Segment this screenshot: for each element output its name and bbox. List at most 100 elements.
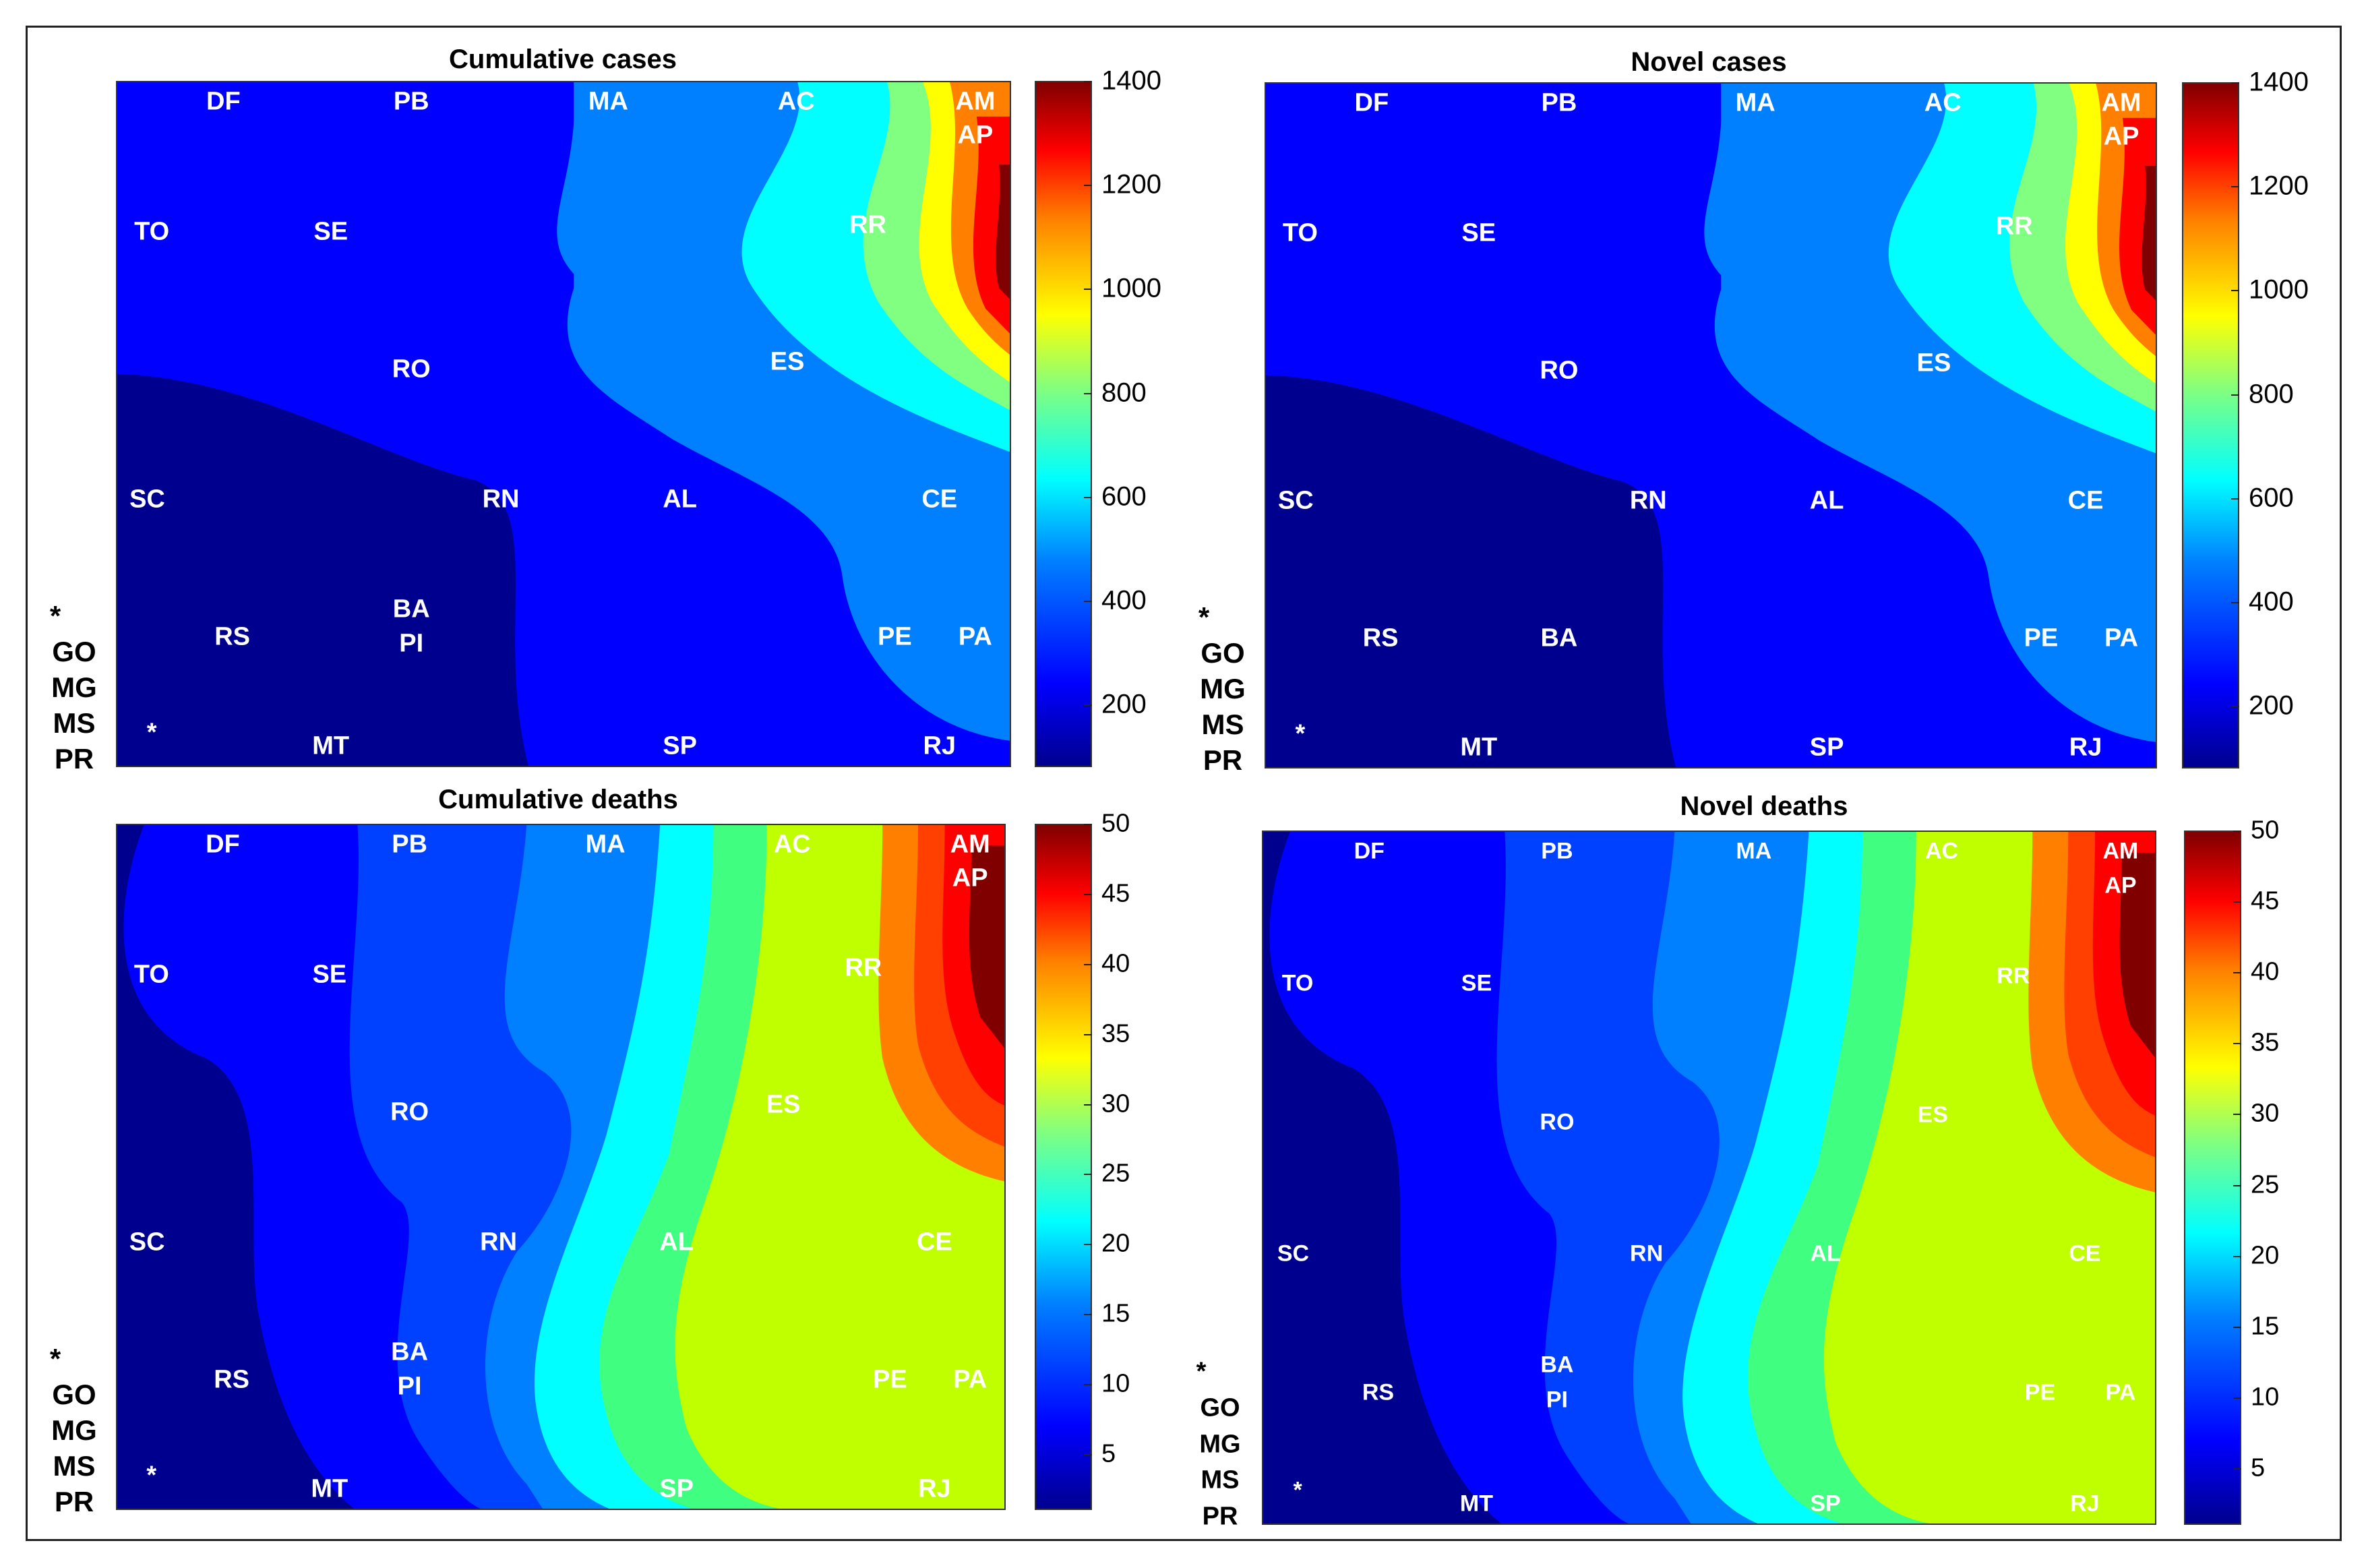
state-label: PA	[2105, 1379, 2136, 1406]
colorbar-tickmark	[2231, 602, 2239, 604]
colorbar-tickmark	[2233, 831, 2241, 832]
state-label: AL	[1809, 486, 1844, 515]
state-label: AL	[659, 1228, 694, 1257]
state-label: RR	[849, 210, 886, 239]
state-label: DF	[1354, 838, 1385, 864]
state-label: PB	[1541, 838, 1573, 864]
colorbar-tickmark	[1084, 1033, 1092, 1035]
colorbar-tick-label: 1200	[2249, 171, 2309, 201]
state-label: TO	[134, 217, 170, 246]
colorbar-tickmark	[2233, 1043, 2241, 1045]
colorbar-tick-label: 50	[1101, 809, 1130, 838]
side-label: GO	[1200, 1393, 1240, 1422]
contour-band-1	[117, 825, 357, 1509]
colorbar-tick-label: 20	[1101, 1229, 1130, 1258]
colorbar-tickmark	[1084, 1104, 1092, 1106]
state-label: BA	[1540, 624, 1578, 653]
colorbar-tickmark	[1084, 392, 1092, 394]
state-label: SC	[1277, 486, 1314, 515]
state-label: RS	[214, 1365, 249, 1394]
colorbar	[2182, 82, 2239, 768]
colorbar-tickmark	[2231, 186, 2239, 188]
state-label: RN	[1629, 486, 1667, 515]
panel-title: Novel cases	[1631, 47, 1787, 77]
colorbar-tickmark	[2233, 1397, 2241, 1399]
state-label: SE	[313, 217, 348, 246]
colorbar-tick-label: 600	[2249, 483, 2294, 513]
colorbar-tickmark	[2233, 1255, 2241, 1257]
colorbar-tick-label: 50	[2251, 816, 2280, 845]
colorbar-tick-label: 45	[2251, 886, 2280, 915]
contour-svg	[117, 82, 1010, 766]
state-label: PA	[958, 622, 992, 651]
state-label: BA	[391, 1337, 429, 1366]
state-label: ES	[1917, 1102, 1948, 1128]
side-label: MG	[51, 1414, 97, 1446]
side-label: PR	[54, 742, 94, 775]
contour-band-9	[2142, 166, 2156, 303]
contour-band-1	[1266, 375, 1676, 767]
side-label: GO	[52, 1378, 96, 1410]
colorbar-tickmark	[2233, 1468, 2241, 1470]
state-label: AC	[1924, 88, 1962, 117]
colorbar-tick-label: 400	[2249, 586, 2294, 617]
colorbar-tickmark	[1084, 601, 1092, 603]
colorbar-tickmark	[1084, 893, 1092, 895]
state-label: RO	[1540, 356, 1579, 385]
colorbar-tick-label: 600	[1101, 481, 1147, 512]
colorbar-tickmark	[2233, 972, 2241, 974]
state-label: SE	[1461, 970, 1492, 996]
contour-band-1	[1263, 832, 1505, 1524]
state-label: SP	[1809, 733, 1844, 762]
state-label: SC	[129, 1228, 165, 1257]
contour-band-9	[996, 164, 1010, 302]
side-label: PR	[54, 1485, 94, 1517]
panel-title: Novel deaths	[1680, 791, 1848, 821]
state-label: ES	[766, 1090, 801, 1119]
state-label: PB	[392, 830, 427, 859]
side-label: MS	[1201, 708, 1244, 740]
state-label: *	[146, 1461, 157, 1490]
side-label: MG	[1199, 1430, 1241, 1459]
state-label: PE	[2024, 1379, 2056, 1406]
state-label: MT	[311, 1474, 348, 1503]
state-label: DF	[206, 87, 241, 116]
figure-frame	[26, 26, 2342, 1541]
colorbar-tick-label: 15	[2251, 1312, 2280, 1341]
contour-plot	[116, 824, 1006, 1510]
side-label: GO	[1201, 636, 1245, 669]
colorbar-tickmark	[2233, 1114, 2241, 1116]
state-label: MT	[1460, 733, 1498, 762]
state-label: DF	[1354, 88, 1389, 117]
side-label: *	[1198, 601, 1210, 634]
state-label: AM	[2101, 88, 2142, 117]
state-label: RJ	[923, 731, 957, 760]
colorbar-tick-label: 200	[2249, 690, 2294, 721]
colorbar-tickmark	[1084, 289, 1092, 291]
side-label: *	[49, 1343, 61, 1375]
colorbar-tick-label: 20	[2251, 1241, 2280, 1270]
state-label: CE	[2067, 486, 2104, 515]
state-label: *	[1293, 1477, 1302, 1503]
colorbar-tickmark	[2233, 1326, 2241, 1328]
contour-plot	[116, 81, 1011, 767]
colorbar-tick-label: 35	[1101, 1019, 1130, 1048]
contour-band-1	[117, 374, 529, 766]
colorbar-tickmark	[1084, 496, 1092, 498]
contour-plot	[1262, 831, 2156, 1525]
state-label: MT	[312, 731, 350, 760]
state-label: SC	[1277, 1240, 1310, 1267]
colorbar-tick-label: 5	[2251, 1453, 2266, 1482]
colorbar-tickmark	[1084, 185, 1092, 187]
state-label: PB	[1541, 88, 1577, 117]
state-label: AC	[1924, 838, 1959, 864]
state-label: ES	[770, 347, 805, 376]
state-label: MA	[585, 830, 626, 859]
state-label: SP	[1810, 1490, 1841, 1517]
colorbar-tickmark	[1084, 704, 1092, 706]
colorbar-tickmark	[1084, 1244, 1092, 1246]
state-label: DF	[206, 830, 240, 859]
state-label: PA	[953, 1365, 988, 1394]
colorbar-tick-label: 5	[1101, 1439, 1116, 1468]
state-label: RO	[392, 355, 431, 384]
